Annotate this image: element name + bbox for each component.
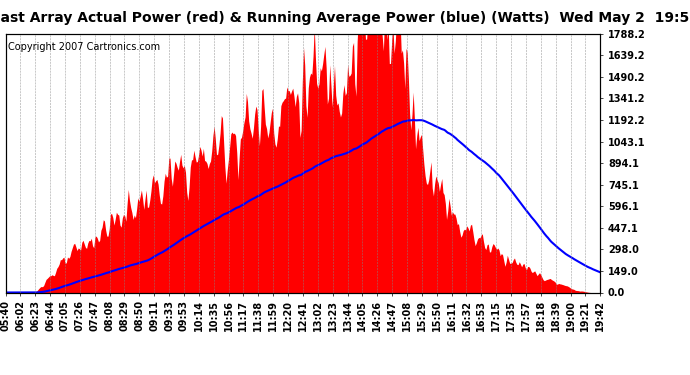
Text: Copyright 2007 Cartronics.com: Copyright 2007 Cartronics.com: [8, 42, 161, 51]
Text: East Array Actual Power (red) & Running Average Power (blue) (Watts)  Wed May 2 : East Array Actual Power (red) & Running …: [0, 11, 690, 25]
